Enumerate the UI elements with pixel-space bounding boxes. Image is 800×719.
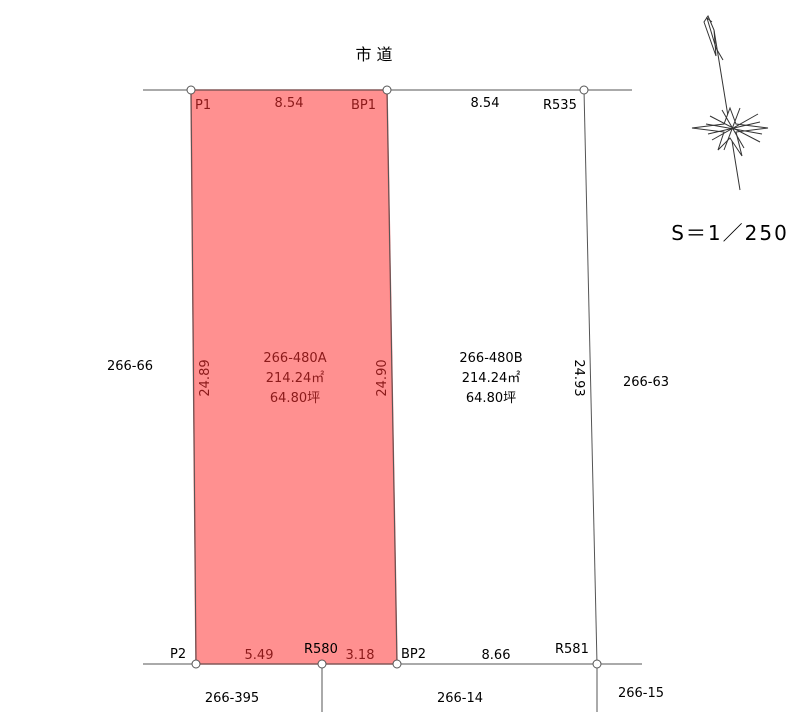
neighbor-west: 266-66 (107, 359, 153, 374)
lot-b-number: 266-480B (459, 351, 522, 366)
point-r580-label: R580 (304, 642, 338, 657)
point-bp2-marker[interactable] (392, 659, 402, 669)
neighbor-east: 266-63 (623, 375, 669, 390)
point-r581-label: R581 (555, 642, 589, 657)
neighbor-south-west: 266-395 (205, 691, 259, 706)
lot-a-area-tsubo: 64.80坪 (270, 391, 320, 406)
lot-b-area-m2: 214.24㎡ (462, 371, 521, 386)
point-bp1-label: BP1 (351, 98, 376, 113)
neighbor-south-east: 266-15 (618, 686, 664, 701)
lot-b-area-tsubo: 64.80坪 (466, 391, 516, 406)
point-r535-marker[interactable] (579, 85, 589, 95)
point-r581-marker[interactable] (592, 659, 602, 669)
scale-label: S＝1／250 (671, 221, 789, 245)
point-bp1-marker[interactable] (382, 85, 392, 95)
lot-a-number: 266-480A (263, 351, 326, 366)
point-bp2-label: BP2 (401, 647, 426, 662)
dimension-west: 24.89 (198, 359, 213, 396)
road-label: 市 道 (355, 45, 392, 64)
point-r580-marker[interactable] (317, 659, 327, 669)
dimension-bottom-a2: 3.18 (346, 648, 375, 663)
dimension-bottom-a1: 5.49 (245, 648, 274, 663)
lot-a-area-m2: 214.24㎡ (266, 371, 325, 386)
neighbor-south-mid: 266-14 (437, 691, 483, 706)
point-r535-label: R535 (543, 98, 577, 113)
point-p2-label: P2 (170, 647, 186, 662)
point-p2-marker[interactable] (191, 659, 201, 669)
dimension-mid: 24.90 (375, 359, 390, 396)
east-boundary-line (583, 89, 598, 665)
point-p1-marker[interactable] (186, 85, 196, 95)
mid-boundary-line (386, 89, 398, 665)
north-arrow-icon (691, 14, 769, 191)
dimension-top-a: 8.54 (275, 96, 304, 111)
dimension-top-b: 8.54 (471, 96, 500, 111)
west-boundary-line (190, 89, 197, 665)
dimension-bottom-b: 8.66 (482, 648, 511, 663)
dimension-east: 24.93 (571, 359, 586, 396)
point-p1-label: P1 (195, 98, 211, 113)
